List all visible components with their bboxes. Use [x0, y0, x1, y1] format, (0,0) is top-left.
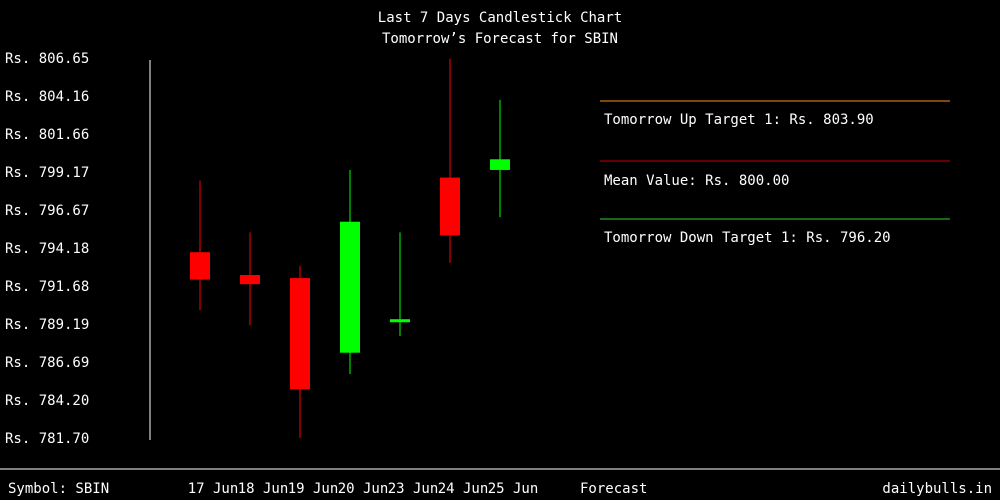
y-tick-label: Rs. 806.65 — [5, 51, 89, 67]
candle-body — [190, 252, 210, 280]
candle-body — [290, 278, 310, 390]
candle-body — [340, 221, 360, 353]
forecast-panel: Tomorrow Up Target 1: Rs. 803.90 Mean Va… — [600, 100, 950, 246]
y-tick-label: Rs. 781.70 — [5, 431, 89, 447]
x-tick-label: 17 Jun — [188, 481, 239, 497]
y-tick-label: Rs. 786.69 — [5, 355, 89, 371]
x-tick-label: 18 Jun — [238, 481, 289, 497]
candle-body — [240, 275, 260, 285]
y-tick-label: Rs. 794.18 — [5, 241, 89, 257]
y-tick-label: Rs. 799.17 — [5, 165, 89, 181]
chart-title: Last 7 Days Candlestick Chart — [378, 10, 622, 26]
y-tick-label: Rs. 804.16 — [5, 89, 89, 105]
up-target-label: Tomorrow Up Target 1: Rs. 803.90 — [604, 112, 874, 128]
y-tick-label: Rs. 801.66 — [5, 127, 89, 143]
mean-value-label: Mean Value: Rs. 800.00 — [604, 173, 789, 189]
x-tick-label: 19 Jun — [288, 481, 339, 497]
y-axis-ticks: Rs. 806.65 Rs. 804.16 Rs. 801.66 Rs. 799.17… — [5, 51, 89, 447]
candle-body — [490, 159, 510, 170]
chart-subtitle: Tomorrow’s Forecast for SBIN — [382, 31, 618, 47]
x-axis-labels: 17 Jun 18 Jun 19 Jun 20 Jun 23 Jun 24 Jun 25 J… — [188, 481, 539, 497]
candle-body — [440, 177, 460, 236]
y-tick-label: Rs. 796.67 — [5, 203, 89, 219]
y-tick-label: Rs. 789.19 — [5, 317, 89, 333]
y-tick-label: Rs. 784.20 — [5, 393, 89, 409]
candle-body — [390, 319, 410, 323]
footer-site[interactable]: dailybulls.in — [882, 481, 992, 497]
footer-forecast-label: Forecast — [580, 481, 647, 497]
x-tick-label: 20 Jun — [338, 481, 389, 497]
x-tick-label: 24 Jun — [438, 481, 489, 497]
footer-symbol: Symbol: SBIN — [8, 481, 109, 497]
x-tick-label: 25 Jun — [488, 481, 539, 497]
candles — [190, 58, 510, 438]
x-tick-label: 23 Jun — [388, 481, 439, 497]
y-tick-label: Rs. 791.68 — [5, 279, 89, 295]
down-target-label: Tomorrow Down Target 1: Rs. 796.20 — [604, 230, 891, 246]
